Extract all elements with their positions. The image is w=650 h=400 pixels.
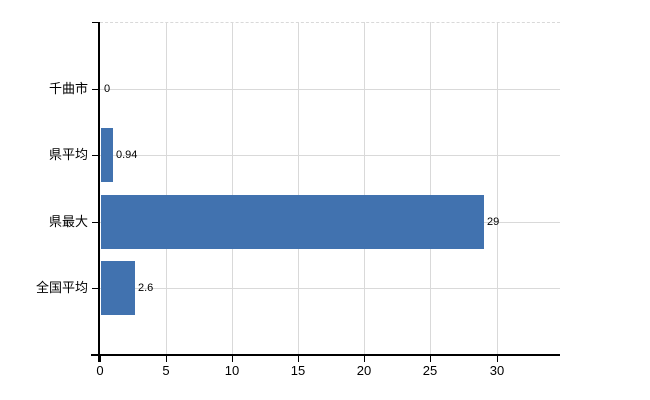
category-label: 県平均 <box>48 147 88 162</box>
y-axis-tick <box>92 222 100 223</box>
y-axis-tick <box>92 155 100 156</box>
x-tick-label: 10 <box>224 363 240 378</box>
gridline-vertical <box>166 22 167 355</box>
gridline-vertical <box>232 22 233 355</box>
x-axis-tick <box>497 355 498 362</box>
x-axis-tick <box>430 355 431 362</box>
x-tick-label: 20 <box>356 363 372 378</box>
x-axis-line <box>91 354 560 356</box>
plot-top-border <box>100 22 560 23</box>
y-axis-tick <box>92 89 100 90</box>
bar-value-label: 2.6 <box>138 282 154 294</box>
x-axis-tick <box>298 355 299 362</box>
x-tick-label: 15 <box>290 363 306 378</box>
x-tick-label: 5 <box>162 363 170 378</box>
category-label: 千曲市 <box>48 81 88 96</box>
bar-value-label: 29 <box>487 216 500 228</box>
gridline-vertical <box>364 22 365 355</box>
bar <box>101 128 113 182</box>
x-tick-label: 25 <box>422 363 438 378</box>
category-label: 全国平均 <box>35 280 88 295</box>
x-tick-label: 0 <box>96 363 104 378</box>
gridline-horizontal <box>100 155 560 156</box>
x-tick-label: 30 <box>489 363 505 378</box>
gridline-vertical <box>298 22 299 355</box>
gridline-vertical <box>430 22 431 355</box>
y-axis-line <box>98 22 100 362</box>
x-axis-tick <box>166 355 167 362</box>
bar <box>101 261 135 315</box>
gridline-horizontal <box>100 89 560 90</box>
y-axis-tick <box>92 288 100 289</box>
x-axis-tick <box>364 355 365 362</box>
bar-value-label: 0 <box>104 83 111 95</box>
x-axis-tick <box>100 355 101 362</box>
x-axis-tick <box>232 355 233 362</box>
category-label: 県最大 <box>48 214 88 229</box>
bar-value-label: 0.94 <box>116 149 138 161</box>
bar <box>101 195 484 249</box>
gridline-horizontal <box>100 288 560 289</box>
y-axis-tick <box>92 22 100 23</box>
gridline-vertical <box>497 22 498 355</box>
